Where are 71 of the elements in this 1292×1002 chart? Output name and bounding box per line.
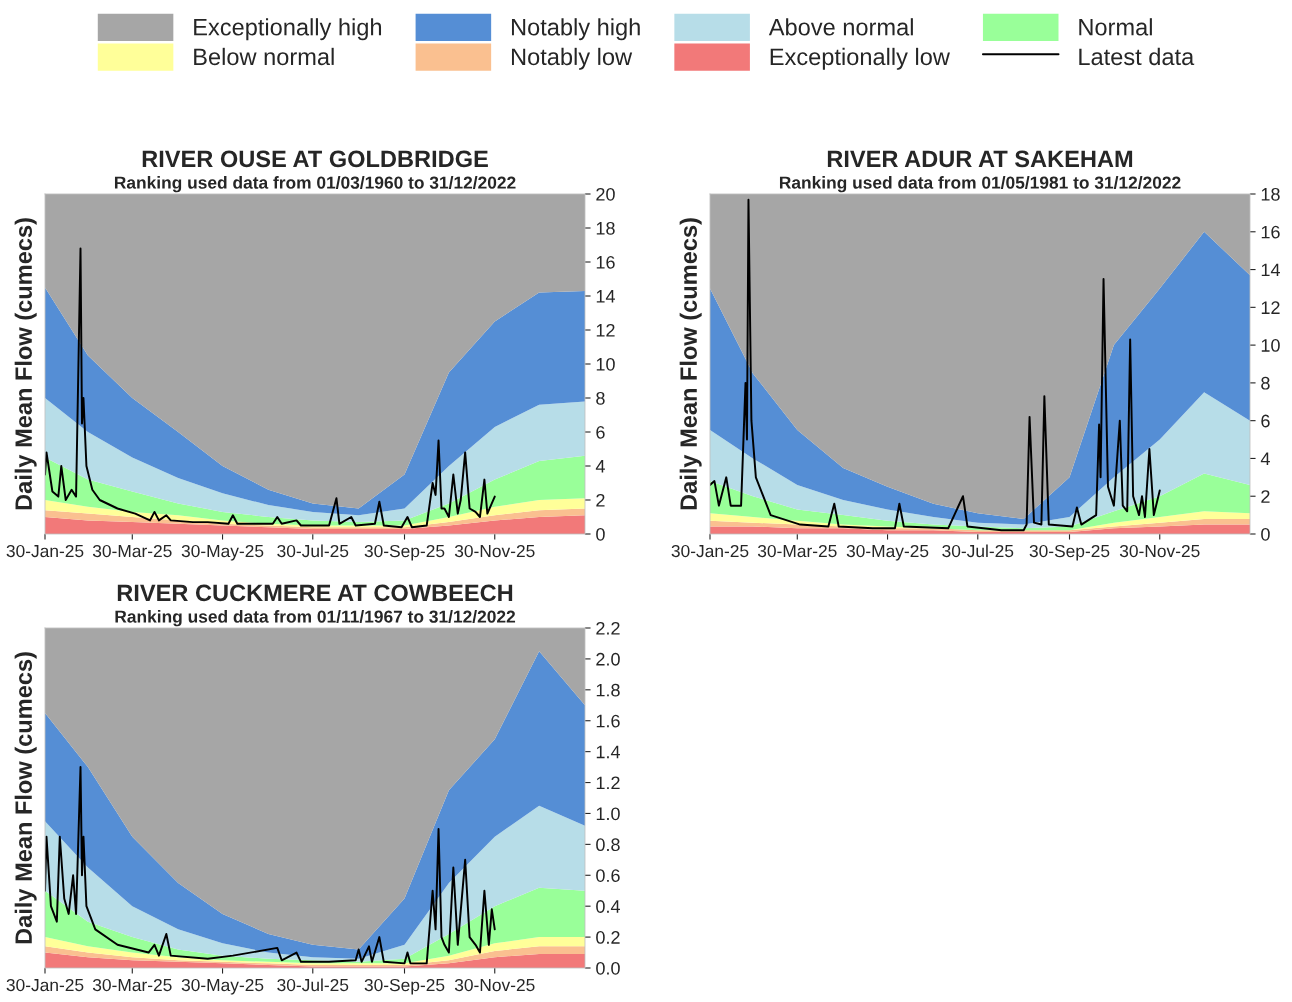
y-tick-label: 10 — [596, 357, 615, 371]
legend-label: Notably high — [511, 18, 640, 41]
y-tick-label: 1.2 — [596, 776, 620, 790]
legend-label: Exceptionally low — [770, 47, 950, 70]
y-tick-label: 0.4 — [596, 900, 620, 913]
x-tick-label: 30-Mar-25 — [92, 544, 172, 558]
x-tick-label: 30-Nov-25 — [454, 544, 535, 558]
y-tick-label: 2 — [596, 493, 605, 507]
x-tick-label: 30-Jul-25 — [277, 978, 349, 992]
y-tick-label: 8 — [1261, 376, 1270, 390]
x-tick-label: 30-May-25 — [181, 978, 264, 995]
x-tick-label: 30-Jan-25 — [6, 978, 84, 992]
x-tick-label: 30-May-25 — [181, 544, 264, 561]
x-tick-label: 30-Mar-25 — [757, 544, 837, 558]
x-tick-label: 30-Mar-25 — [92, 978, 172, 992]
legend-label: Exceptionally high — [194, 18, 382, 41]
line-series — [45, 766, 496, 965]
y-tick-label: 16 — [596, 255, 615, 269]
x-tick-label: 30-Nov-25 — [454, 978, 535, 992]
y-tick-label: 14 — [1261, 263, 1280, 277]
legend-label: Above normal — [768, 18, 913, 36]
x-tick-label: 30-Sep-25 — [364, 544, 445, 561]
legend-label: Below normal — [194, 47, 334, 66]
chart-title: RIVER ADUR AT SAKEHAM — [827, 150, 1133, 168]
x-tick-label: 30-May-25 — [846, 544, 929, 561]
legend-label: Latest data — [1079, 47, 1195, 66]
y-axis-title: Daily Mean Flow (cumecs) — [14, 652, 37, 944]
y-tick-label: 4 — [1260, 452, 1270, 465]
y-tick-label: 18 — [1261, 187, 1280, 201]
x-tick-label: 30-Sep-25 — [1029, 544, 1110, 561]
y-axis-title: Daily Mean Flow (cumecs) — [14, 218, 37, 510]
y-tick-label: 6 — [1261, 414, 1270, 428]
x-tick-label: 30-Jan-25 — [6, 544, 84, 558]
y-tick-label: 6 — [596, 425, 605, 439]
y-tick-label: 20 — [596, 187, 615, 201]
y-tick-label: 16 — [1261, 225, 1280, 239]
y-tick-label: 10 — [1261, 339, 1280, 352]
y-tick-label: 2 — [1261, 490, 1270, 503]
y-tick-label: 2.2 — [596, 621, 620, 635]
y-tick-label: 1.8 — [596, 683, 620, 697]
legend-label: Normal — [1079, 18, 1152, 36]
y-tick-label: 12 — [1261, 301, 1280, 314]
x-tick-label: 30-Jul-25 — [942, 544, 1014, 558]
chart-subtitle: Ranking used data from 01/11/1967 to 31/12/2022 — [115, 610, 516, 627]
y-tick-label: 1.4 — [596, 745, 620, 759]
y-tick-label: 2.0 — [596, 652, 620, 666]
chart-subtitle: Ranking used data from 01/05/1981 to 31/12/2022 — [779, 176, 1181, 193]
chart-title: RIVER OUSE AT GOLDBRIDGE — [142, 150, 488, 168]
y-tick-label: 0 — [1261, 527, 1270, 541]
y-tick-label: 8 — [596, 391, 605, 405]
y-tick-label: 18 — [596, 221, 615, 235]
x-tick-label: 30-Nov-25 — [1119, 544, 1200, 558]
chart-subtitle: Ranking used data from 01/03/1960 to 31/12/2022 — [114, 176, 516, 193]
x-tick-label: 30-Jan-25 — [671, 544, 749, 558]
y-tick-label: 0.0 — [596, 961, 620, 975]
x-tick-label: 30-Sep-25 — [364, 978, 445, 995]
y-tick-label: 1.0 — [596, 807, 620, 821]
line-series — [45, 247, 496, 529]
y-tick-label: 0.6 — [596, 869, 620, 882]
line-series — [710, 198, 1161, 532]
y-tick-label: 0.2 — [596, 931, 620, 944]
y-tick-label: 14 — [596, 290, 615, 303]
legend-label: Notably low — [511, 47, 633, 70]
y-tick-label: 1.6 — [596, 714, 620, 728]
y-tick-label: 12 — [596, 323, 615, 337]
y-tick-label: 0 — [596, 527, 605, 541]
y-axis-title: Daily Mean Flow (cumecs) — [679, 218, 702, 510]
chart-title: RIVER CUCKMERE AT COWBEECH — [117, 584, 513, 602]
y-tick-label: 0.8 — [596, 838, 620, 852]
x-tick-label: 30-Jul-25 — [277, 544, 349, 558]
y-tick-label: 4 — [595, 460, 605, 473]
